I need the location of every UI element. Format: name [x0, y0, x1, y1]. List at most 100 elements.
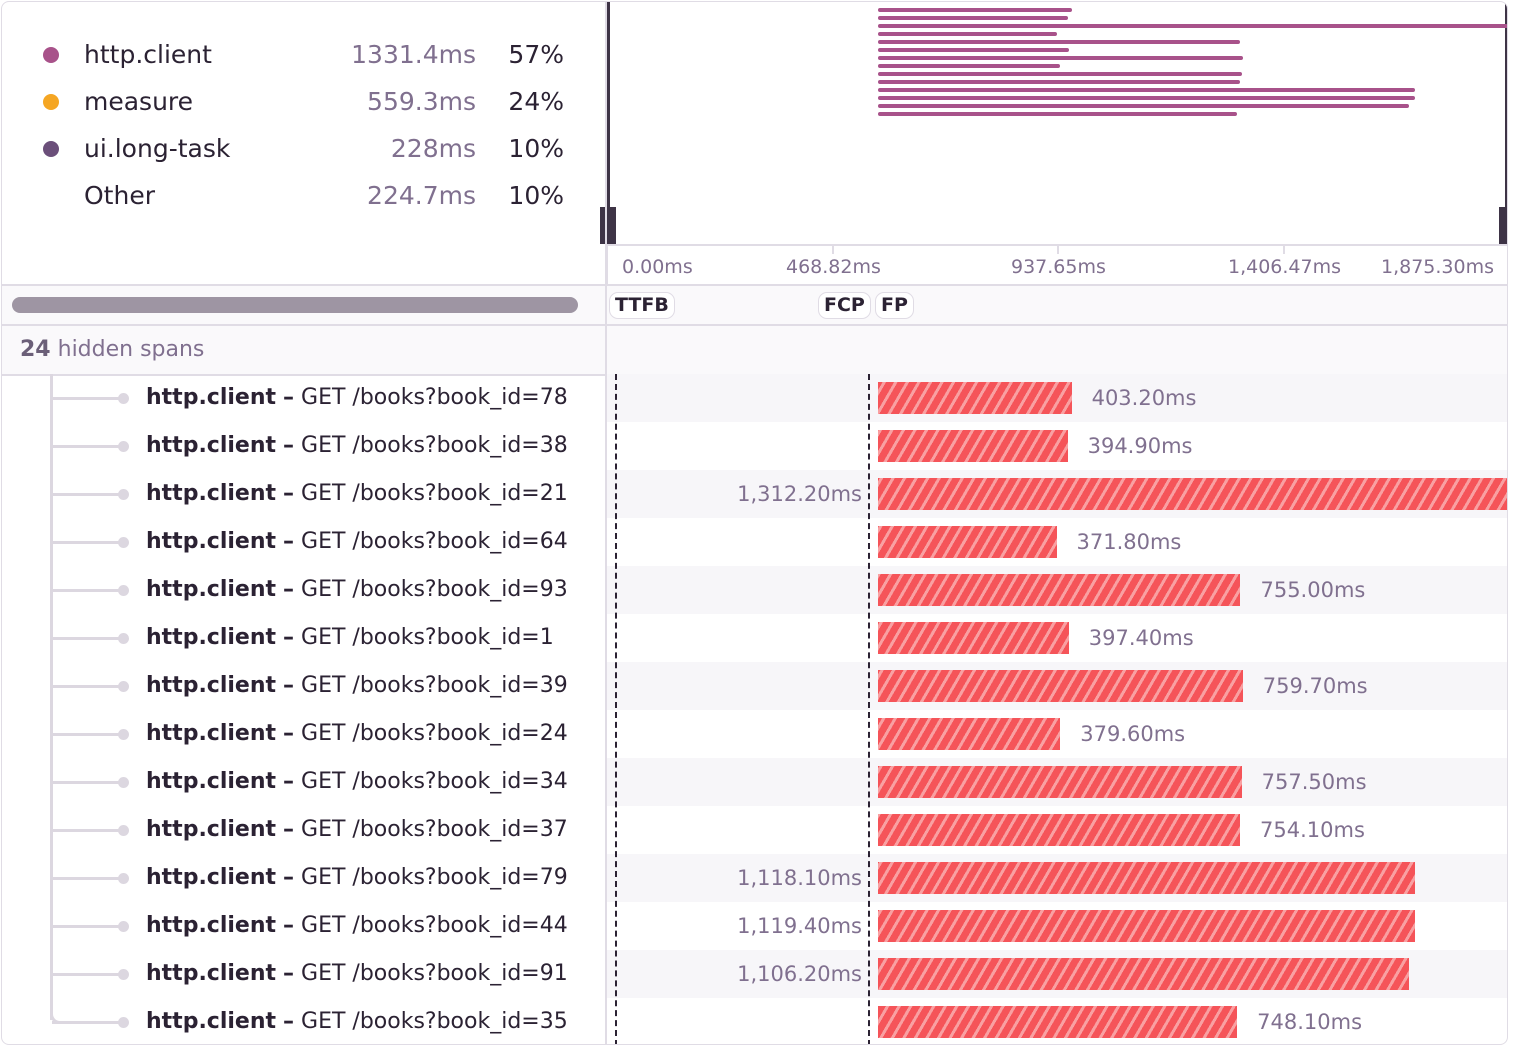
tree-branch [52, 589, 122, 592]
legend-item[interactable]: measure 559.3ms 24% [2, 87, 606, 117]
span-row[interactable]: http.client – GET /books?book_id=34 757.5… [2, 758, 1507, 806]
span-bar[interactable] [878, 718, 1061, 750]
minimap-right-grip[interactable] [1499, 207, 1507, 244]
axis-tick-label: 1,875.30ms [1381, 256, 1495, 278]
minimap-left-handle[interactable] [606, 2, 610, 244]
span-bar[interactable] [878, 814, 1241, 846]
span-duration: 1,312.20ms [737, 482, 862, 506]
span-row[interactable]: http.client – GET /books?book_id=78 403.2… [2, 374, 1507, 422]
span-op: http.client [146, 577, 277, 602]
marker-fp[interactable]: FP [875, 292, 914, 319]
legend-percent: 10% [508, 181, 564, 210]
tree-node-icon [118, 489, 129, 500]
span-bar[interactable] [878, 382, 1072, 414]
minimap-left-grip[interactable] [600, 207, 616, 244]
scroll-row: TTFB FCP FP [2, 286, 1507, 324]
legend-item[interactable]: ui.long-task 228ms 10% [2, 134, 606, 164]
minimap-span [878, 48, 1069, 52]
span-row[interactable]: http.client – GET /books?book_id=79 1,118… [2, 854, 1507, 902]
span-description: GET /books?book_id=64 [301, 529, 568, 554]
horizontal-scrollbar[interactable] [12, 297, 578, 313]
span-row[interactable]: http.client – GET /books?book_id=91 1,106… [2, 950, 1507, 998]
ops-breakdown: http.client 1331.4ms 57% measure 559.3ms 24% u… [2, 2, 606, 284]
span-duration: 371.80ms [1076, 530, 1182, 554]
span-op: http.client [146, 385, 277, 410]
tree-node-icon [118, 969, 129, 980]
span-row[interactable]: http.client – GET /books?book_id=21 1,312… [2, 470, 1507, 518]
tree-node-icon [118, 825, 129, 836]
tree-connector-end [50, 1002, 72, 1024]
span-description: GET /books?book_id=93 [301, 577, 568, 602]
divider [2, 284, 1507, 286]
span-duration: 1,119.40ms [737, 914, 862, 938]
axis-tick-label: 937.65ms [1011, 256, 1106, 278]
span-title: http.client – GET /books?book_id=39 [146, 673, 568, 698]
span-op: http.client [146, 817, 277, 842]
legend-name: measure [84, 87, 194, 116]
tree-branch [52, 541, 122, 544]
span-bar[interactable] [878, 862, 1415, 894]
marker-fcp[interactable]: FCP [818, 292, 871, 319]
marker-ttfb[interactable]: TTFB [609, 292, 675, 319]
span-bar[interactable] [878, 574, 1241, 606]
tree-branch [52, 829, 122, 832]
span-description: GET /books?book_id=38 [301, 433, 568, 458]
tree-branch [52, 685, 122, 688]
span-bar[interactable] [878, 1006, 1238, 1038]
tree-branch [52, 781, 122, 784]
span-row[interactable]: http.client – GET /books?book_id=38 394.9… [2, 422, 1507, 470]
tree-branch [52, 397, 122, 400]
span-op: http.client [146, 721, 277, 746]
span-bar[interactable] [878, 910, 1416, 942]
span-row[interactable]: http.client – GET /books?book_id=24 379.6… [2, 710, 1507, 758]
tree-node-icon [118, 585, 129, 596]
span-description: GET /books?book_id=34 [301, 769, 568, 794]
minimap[interactable] [600, 2, 1507, 244]
tree-branch [52, 877, 122, 880]
span-row[interactable]: http.client – GET /books?book_id=37 754.1… [2, 806, 1507, 854]
span-row[interactable]: http.client – GET /books?book_id=1 397.40… [2, 614, 1507, 662]
span-row[interactable]: http.client – GET /books?book_id=39 759.7… [2, 662, 1507, 710]
span-title: http.client – GET /books?book_id=34 [146, 769, 568, 794]
span-duration: 1,118.10ms [737, 866, 862, 890]
axis-tick [1057, 246, 1059, 254]
span-title: http.client – GET /books?book_id=24 [146, 721, 568, 746]
tree-branch [52, 493, 122, 496]
legend-item[interactable]: Other 224.7ms 10% [2, 181, 606, 211]
legend-dot-icon [43, 141, 59, 157]
span-bar[interactable] [878, 670, 1243, 702]
axis-tick-label: 468.82ms [786, 256, 881, 278]
span-row[interactable]: http.client – GET /books?book_id=64 371.8… [2, 518, 1507, 566]
tree-node-icon [118, 537, 129, 548]
legend-duration: 224.7ms [367, 181, 476, 210]
span-bar[interactable] [878, 430, 1068, 462]
span-description: GET /books?book_id=44 [301, 913, 568, 938]
span-duration: 403.20ms [1091, 386, 1197, 410]
span-bar[interactable] [878, 958, 1410, 990]
span-row[interactable]: http.client – GET /books?book_id=44 1,119… [2, 902, 1507, 950]
span-bar[interactable] [878, 766, 1242, 798]
legend-name: http.client [84, 40, 212, 69]
row-background [607, 518, 1507, 566]
tree-node-icon [118, 921, 129, 932]
minimap-span [878, 8, 1072, 12]
span-bar[interactable] [878, 526, 1057, 558]
span-bar[interactable] [878, 478, 1507, 510]
hidden-spans-toggle[interactable]: 24 hidden spans [2, 326, 1507, 374]
tree-node-icon [118, 1017, 129, 1028]
legend-percent: 57% [508, 40, 564, 69]
span-title: http.client – GET /books?book_id=91 [146, 961, 568, 986]
span-duration: 397.40ms [1088, 626, 1194, 650]
span-description: GET /books?book_id=21 [301, 481, 568, 506]
legend-item[interactable]: http.client 1331.4ms 57% [2, 40, 606, 70]
span-description: GET /books?book_id=78 [301, 385, 568, 410]
minimap-span [878, 64, 1061, 68]
span-bar[interactable] [878, 622, 1069, 654]
tree-branch [52, 925, 122, 928]
span-row[interactable]: http.client – GET /books?book_id=35 748.1… [2, 998, 1507, 1044]
minimap-right-handle[interactable] [1505, 2, 1507, 244]
span-title: http.client – GET /books?book_id=1 [146, 625, 554, 650]
tree-node-icon [118, 681, 129, 692]
span-row[interactable]: http.client – GET /books?book_id=93 755.0… [2, 566, 1507, 614]
